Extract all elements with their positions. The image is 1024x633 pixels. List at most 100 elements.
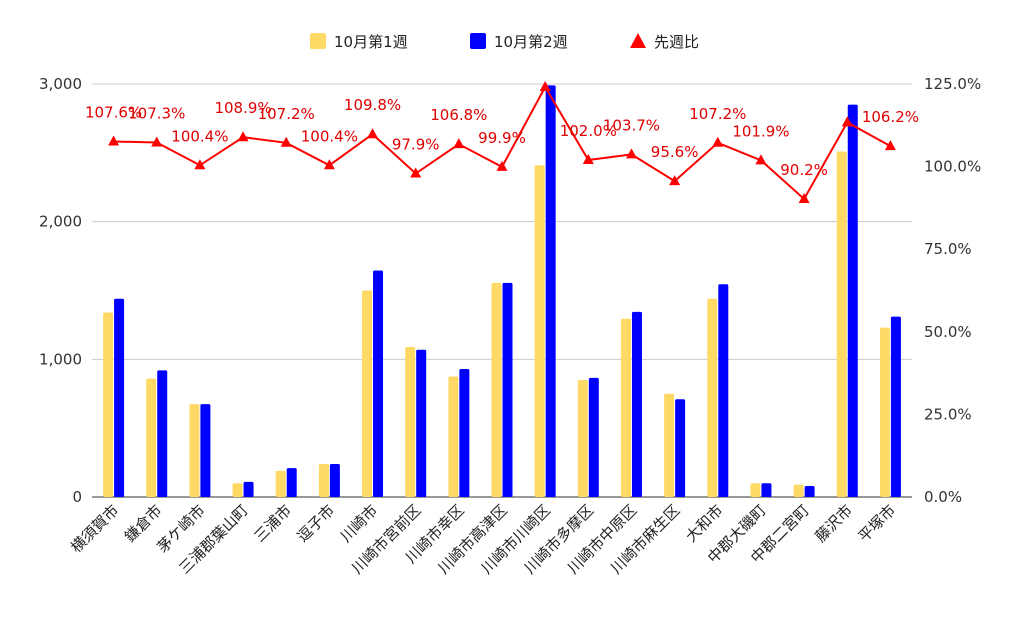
ratio-marker: [367, 128, 379, 139]
ratio-marker: [280, 136, 292, 147]
bar-week2: [114, 298, 125, 497]
legend-swatch: [310, 33, 326, 49]
bar-week1: [836, 151, 847, 497]
bar-week1: [103, 312, 114, 497]
bar-week1: [620, 318, 631, 497]
ratio-data-label: 108.9%: [214, 99, 271, 117]
x-category-label: 平塚市: [855, 501, 900, 546]
bar-week2: [718, 284, 729, 497]
ratio-data-label: 97.9%: [392, 136, 440, 154]
ratio-marker: [323, 159, 335, 170]
bar-week1: [491, 282, 502, 497]
bar-week1: [189, 404, 200, 497]
ratio-data-label: 100.4%: [301, 127, 358, 145]
bar-week1: [707, 298, 718, 497]
legend-label: 10月第1週: [334, 33, 408, 51]
y-right-tick-label: 25.0%: [924, 405, 972, 423]
ratio-data-label: 90.2%: [780, 161, 828, 179]
ratio-marker: [669, 175, 681, 186]
bar-week1: [275, 470, 286, 497]
ratio-data-label: 106.8%: [430, 106, 487, 124]
ratio-marker: [712, 136, 724, 147]
ratio-marker: [410, 167, 422, 178]
gridlines: [92, 83, 912, 498]
ratio-marker: [453, 138, 465, 149]
legend: 10月第1週 10月第2週 先週比: [310, 33, 699, 51]
ratio-data-label: 109.8%: [344, 96, 401, 114]
legend-swatch: [630, 33, 646, 48]
bar-week2: [502, 282, 513, 497]
bar-week1: [879, 327, 890, 497]
ratio-marker: [625, 148, 637, 159]
ratio-marker: [582, 153, 594, 164]
ratio-marker: [755, 154, 767, 165]
bar-week1: [793, 484, 804, 497]
ratio-data-label: 107.6%: [85, 103, 142, 121]
bar-week2: [416, 349, 427, 497]
y-axis-left: 0 1,000 2,000 3,000: [39, 75, 82, 506]
data-labels: 107.6%107.3%100.4%108.9%107.2%100.4%109.…: [85, 96, 919, 179]
x-category-label: 藤沢市: [812, 501, 857, 546]
bar-week2: [373, 270, 384, 497]
bar-week1: [577, 379, 588, 497]
legend-label: 10月第2週: [494, 33, 568, 51]
bar-week1: [146, 378, 157, 497]
bar-week1: [405, 346, 416, 497]
ratio-data-label: 107.3%: [128, 104, 185, 122]
x-category-label: 三浦市: [250, 501, 295, 546]
bar-week2: [631, 311, 642, 497]
ratio-data-label: 103.7%: [603, 116, 660, 134]
y-left-tick-label: 2,000: [39, 213, 82, 231]
ratio-marker: [237, 131, 249, 142]
ratio-marker: [194, 159, 206, 170]
ratio-marker: [798, 192, 810, 203]
ratio-data-label: 106.2%: [862, 108, 919, 126]
x-category-label: 横須賀市: [67, 501, 122, 556]
y-right-tick-label: 100.0%: [924, 158, 981, 176]
ratio-data-label: 100.4%: [171, 127, 228, 145]
bar-week2: [545, 85, 556, 498]
bar-week1: [664, 393, 675, 497]
bar-week1: [232, 483, 243, 497]
y-right-tick-label: 75.0%: [924, 240, 972, 258]
y-right-tick-label: 50.0%: [924, 323, 972, 341]
bar-week2: [329, 463, 340, 497]
ratio-data-label: 95.6%: [651, 143, 699, 161]
ratio-marker: [884, 140, 896, 151]
bar-week2: [847, 104, 858, 498]
bar-week2: [200, 404, 211, 497]
bar-week2: [286, 468, 297, 497]
ratio-marker: [841, 116, 853, 127]
bar-week2: [588, 377, 599, 497]
bar-week2: [761, 483, 772, 497]
ratio-marker: [539, 80, 551, 91]
y-right-tick-label: 0.0%: [924, 488, 962, 506]
ratio-line: [108, 80, 896, 203]
y-left-tick-label: 3,000: [39, 75, 82, 93]
ratio-marker: [496, 160, 508, 171]
ratio-data-label: 101.9%: [732, 122, 789, 140]
bar-week2: [243, 481, 254, 497]
legend-swatch: [470, 33, 486, 49]
bar-week1: [534, 165, 545, 497]
bar-week1: [750, 483, 761, 497]
ratio-marker: [151, 136, 163, 147]
bar-week1: [318, 463, 329, 497]
x-category-label: 逗子市: [294, 501, 339, 546]
bar-week2: [459, 368, 470, 497]
bar-week2: [890, 316, 901, 497]
bars: [103, 85, 901, 498]
y-right-tick-label: 125.0%: [924, 75, 981, 93]
legend-label: 先週比: [654, 33, 699, 51]
ratio-data-label: 107.2%: [258, 105, 315, 123]
ratio-marker: [108, 135, 120, 146]
bar-week2: [157, 370, 168, 497]
bar-week1: [362, 290, 373, 497]
ratio-data-label: 107.2%: [689, 105, 746, 123]
y-axis-right: 0.0% 25.0% 50.0% 75.0% 100.0% 125.0%: [924, 75, 981, 506]
bar-week1: [448, 376, 459, 497]
bar-week2: [804, 485, 815, 497]
y-left-tick-label: 0: [72, 488, 82, 506]
ratio-data-label: 99.9%: [478, 129, 526, 147]
